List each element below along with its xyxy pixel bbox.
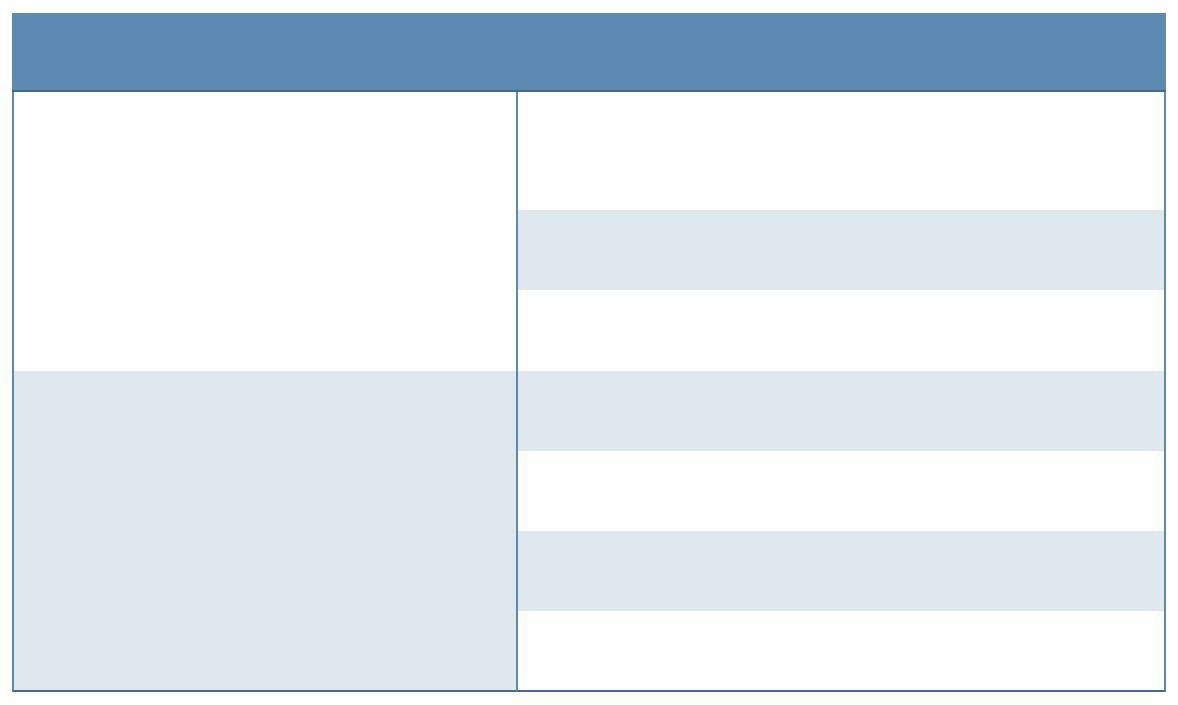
- table-row: [516, 371, 1166, 453]
- table-header: [12, 13, 1166, 92]
- table-row: [516, 210, 1166, 292]
- table-row: [516, 451, 1166, 533]
- table-row: [516, 531, 1166, 613]
- table-row: [516, 611, 1166, 692]
- table-row: [516, 92, 1166, 212]
- group-cell-1: [12, 92, 518, 373]
- group-cell-2: [12, 371, 518, 692]
- table-row: [516, 290, 1166, 373]
